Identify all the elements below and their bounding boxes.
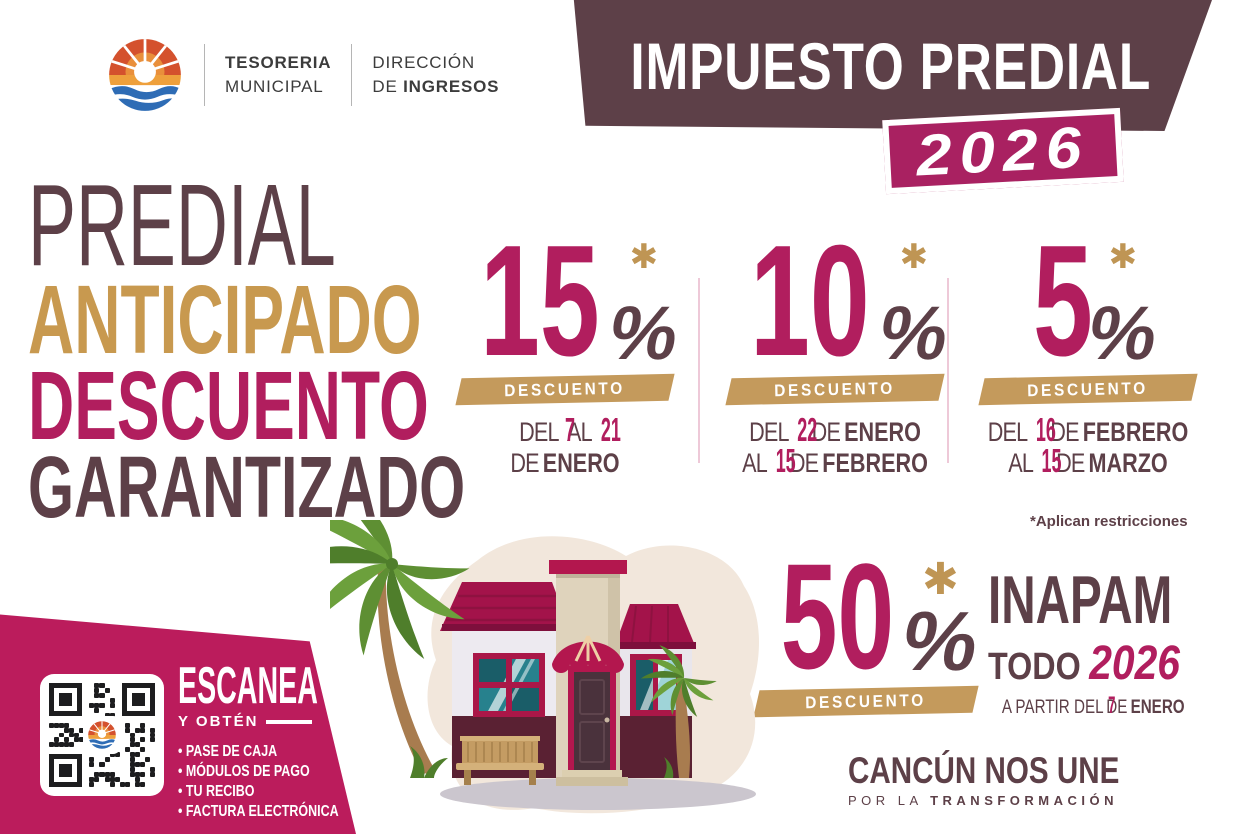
restrictions-note: *Aplican restricciones: [1030, 513, 1188, 530]
year-badge-text: 2026: [915, 114, 1091, 188]
descuento-band: DESCUENTO: [753, 685, 979, 718]
qr-code: [40, 674, 164, 796]
ground: [440, 778, 756, 810]
qr-benefit-item: PASE DE CAJA: [178, 742, 356, 762]
banner: IMPUESTO PREDIAL: [573, 0, 1212, 131]
qr-finder-icon: [49, 754, 82, 787]
headline-predial: PREDIAL: [28, 160, 336, 290]
year-badge: 2026: [882, 107, 1124, 195]
banner-title: IMPUESTO PREDIAL: [630, 28, 1152, 103]
direction-line2: DE INGRESOS: [372, 77, 500, 96]
cancun-sun-logo-icon: [106, 36, 184, 114]
treasury-name: TESORERIA MUNICIPAL: [225, 51, 331, 99]
qr-section: ESCANEA Y OBTÉN PASE DE CAJAMÓDULOS DE P…: [0, 614, 356, 834]
discount-dates: DEL 22 DE ENERO AL 15 DE FEBRERO: [705, 411, 965, 480]
asterisk-icon: ✱: [629, 238, 659, 276]
asterisk-icon: ✱: [899, 238, 929, 276]
discount-value-row: 50 ✱ %: [748, 532, 987, 700]
direction-name: DIRECCIÓN DE INGRESOS: [372, 51, 499, 99]
scan-title: ESCANEA: [178, 657, 318, 715]
inapam-info: INAPAM TODO 2026 A PARTIR DEL 7 DE ENERO: [988, 566, 1234, 719]
discount-value: 5: [1033, 213, 1094, 389]
percent-sign: %: [1081, 290, 1165, 376]
headline-descuento: DESCUENTO: [28, 350, 429, 460]
qr-caption: ESCANEA Y OBTÉN PASE DE CAJAMÓDULOS DE P…: [178, 657, 356, 822]
house-illustration: [330, 520, 759, 814]
qr-benefit-item: MÓDULOS DE PAGO: [178, 762, 356, 782]
column-divider: [698, 278, 700, 463]
header-divider-2: [351, 44, 353, 106]
descuento-band: DESCUENTO: [978, 373, 1198, 406]
house-icon: [440, 560, 696, 786]
date-line-1: DEL 16 DE FEBRERO: [987, 411, 1189, 448]
slogan-line2: POR LA TRANSFORMACIÓN: [848, 793, 1119, 808]
percent-sign: %: [872, 290, 956, 376]
small-palm-icon: [640, 643, 718, 778]
qr-benefit-item: TU RECIBO: [178, 782, 356, 802]
dash-rule: [266, 719, 313, 724]
percent-sign: %: [602, 290, 686, 376]
asterisk-icon: ✱: [1108, 238, 1138, 276]
discount-5: 5 ✱ % DESCUENTO DEL 16 DE FEBRERO AL 15 DE MAR…: [958, 213, 1218, 480]
inapam-discount: 50 ✱ % DESCUENTO: [748, 532, 987, 718]
obtain-subtitle: Y OBTÉN: [178, 713, 356, 730]
discount-dates: DEL 7 AL 21 DE ENERO: [435, 411, 695, 479]
discount-value: 50: [780, 532, 895, 700]
discount-value-row: 15 ✱ %: [435, 213, 695, 389]
qr-code-modules: [49, 683, 155, 787]
qr-benefit-item: FACTURA ELECTRÓNICA: [178, 802, 356, 822]
qr-finder-icon: [49, 683, 82, 716]
footer-slogan: CANCÚN NOS UNE POR LA TRANSFORMACIÓN: [848, 752, 1187, 808]
treasury-line2: MUNICIPAL: [225, 77, 324, 96]
discount-dates: DEL 16 DE FEBRERO AL 15 DE MARZO: [958, 411, 1218, 480]
discount-value-row: 10 ✱ %: [705, 213, 965, 389]
header-divider: [204, 44, 205, 106]
treasury-line1: TESORERIA: [225, 53, 332, 73]
headline-garantizado: GARANTIZADO: [28, 439, 466, 537]
headline-anticipado: ANTICIPADO: [28, 265, 422, 375]
discount-10: 10 ✱ % DESCUENTO DEL 22 DE ENERO AL 15 DE FEBR…: [705, 213, 965, 480]
inapam-date: A PARTIR DEL 7 DE ENERO: [1001, 692, 1185, 719]
inapam-subtitle: TODO 2026: [988, 637, 1180, 690]
direction-line1: DIRECCIÓN: [372, 53, 475, 73]
discount-value: 10: [750, 213, 870, 389]
discount-value-row: 5 ✱ %: [958, 213, 1218, 389]
discount-value: 15: [480, 213, 600, 389]
inapam-title: INAPAM: [988, 562, 1173, 638]
descuento-band: DESCUENTO: [725, 373, 945, 406]
qr-benefits-list: PASE DE CAJAMÓDULOS DE PAGOTU RECIBOFACT…: [178, 742, 356, 822]
slogan-line1: CANCÚN NOS UNE: [848, 750, 1120, 791]
discount-15: 15 ✱ % DESCUENTO DEL 7 AL 21 DE ENERO: [435, 213, 695, 479]
percent-sign: %: [894, 594, 987, 689]
bench-icon: [456, 736, 544, 785]
qr-center-logo-icon: [83, 716, 121, 754]
date-line-2: AL 15 DE FEBRERO: [742, 442, 928, 480]
header: TESORERIA MUNICIPAL DIRECCIÓN DE INGRESO…: [106, 36, 499, 114]
date-line-1: DEL 7 AL 21: [519, 411, 621, 448]
palm-tree-icon: [330, 520, 474, 778]
descuento-band: DESCUENTO: [455, 373, 675, 406]
date-line-2: DE ENERO: [510, 448, 620, 479]
headline: PREDIAL ANTICIPADO DESCUENTO GARANTIZADO: [28, 160, 671, 537]
column-divider: [947, 278, 949, 463]
date-line-1: DEL 22 DE ENERO: [749, 411, 921, 448]
asterisk-icon: ✱: [921, 555, 959, 604]
qr-finder-icon: [122, 683, 155, 716]
date-line-2: AL 15 DE MARZO: [1008, 442, 1168, 480]
